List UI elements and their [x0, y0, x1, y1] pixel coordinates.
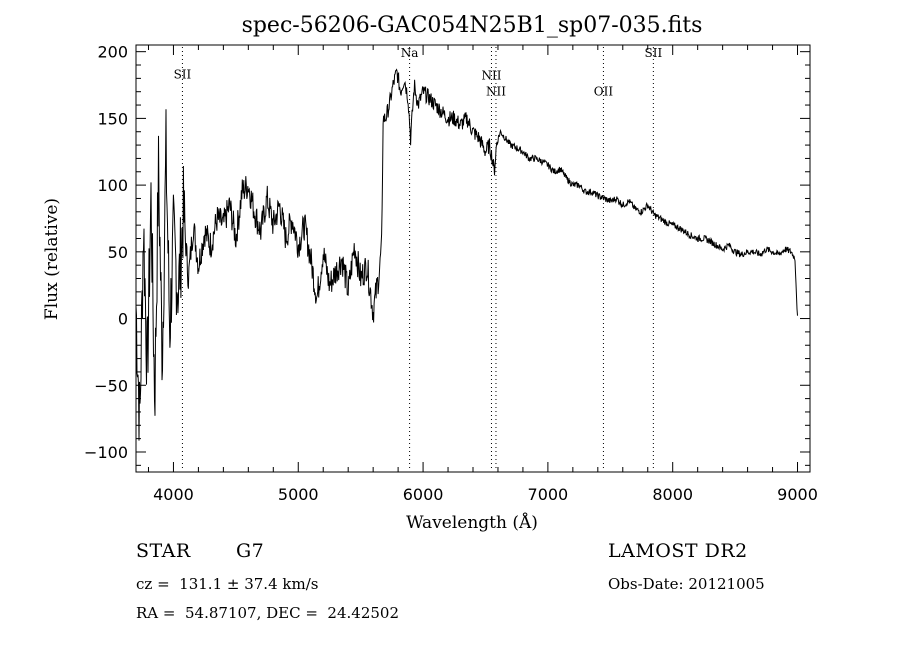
spectral-line-label: OII [594, 85, 614, 99]
x-tick-label: 9000 [777, 485, 818, 504]
object-class: STAR [136, 540, 191, 562]
spectral-line-label: Na [401, 46, 419, 60]
spectral-line-label: NII [481, 69, 501, 83]
y-tick-label: 0 [118, 310, 128, 329]
redshift-text: cz = 131.1 ± 37.4 km/s [136, 575, 319, 593]
y-axis-label: Flux (relative) [42, 198, 62, 320]
axis-ticks: 4000 5000 6000 7000 8000 9000 −100 −50 0 50 100 150… [84, 43, 818, 504]
y-tick-label: −100 [84, 443, 128, 462]
plot-frame [135, 44, 811, 473]
x-axis-label: Wavelength (Å) [406, 512, 538, 533]
x-tick-label: 8000 [652, 485, 693, 504]
x-tick-label: 7000 [528, 485, 569, 504]
y-tick-label: −50 [94, 376, 128, 395]
spectral-line-label: NII [486, 85, 506, 99]
y-tick-label: 50 [108, 243, 128, 262]
x-tick-label: 4000 [153, 485, 194, 504]
spectral-line-label: SII [645, 46, 663, 60]
y-tick-label: 100 [97, 176, 128, 195]
obs-date: Obs-Date: 20121005 [608, 575, 765, 593]
spectral-line-label: SII [174, 67, 192, 81]
x-tick-label: 5000 [278, 485, 319, 504]
spectrum-line [135, 68, 798, 441]
survey-label: LAMOST DR2 [608, 540, 748, 562]
chart-title: spec-56206-GAC054N25B1_sp07-035.fits [242, 13, 703, 38]
y-tick-label: 200 [97, 43, 128, 62]
subclass: G7 [236, 540, 265, 562]
coordinates: RA = 54.87107, DEC = 24.42502 [136, 604, 400, 622]
spectral-line-markers: SII Na NII NII OII SII [174, 46, 663, 470]
x-tick-label: 6000 [403, 485, 444, 504]
y-tick-label: 150 [97, 109, 128, 128]
